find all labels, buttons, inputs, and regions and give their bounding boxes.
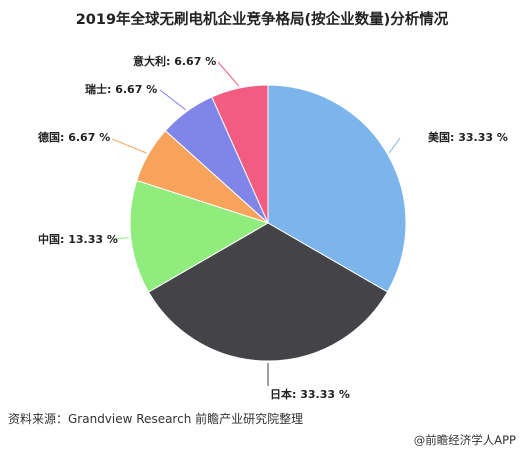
pie-slice-5 — [211, 84, 269, 224]
data-label-3: 德国: 6.67 % — [37, 130, 110, 144]
connector-line-5 — [217, 61, 240, 87]
connector-line-3 — [111, 138, 147, 154]
data-label-1: 日本: 33.33 % — [270, 387, 350, 401]
connector-line-0 — [388, 137, 401, 154]
pie-slice-0 — [267, 84, 407, 293]
credit-note: @前瞻经济学人APP — [413, 433, 516, 447]
data-label-2: 中国: 13.33 % — [38, 232, 118, 246]
pie-slice-2 — [129, 179, 270, 293]
connector-line-2 — [112, 237, 129, 240]
pie-slices — [129, 84, 407, 362]
pie-slice-1 — [147, 222, 389, 362]
data-label-4: 瑞士: 6.67 % — [85, 82, 157, 96]
data-label-0: 美国: 33.33 % — [428, 130, 508, 144]
chart-title: 2019年全球无刷电机企业竞争格局(按企业数量)分析情况 — [75, 12, 449, 28]
source-note: 资料来源：Grandview Research 前瞻产业研究院整理 — [8, 412, 304, 426]
connector-line-4 — [159, 89, 187, 111]
pie-labels: 美国: 33.33 % 日本: 33.33 % 中国: 13.33 % 德国: 6.6… — [37, 54, 508, 401]
data-label-5: 意大利: 6.67 % — [133, 54, 216, 68]
